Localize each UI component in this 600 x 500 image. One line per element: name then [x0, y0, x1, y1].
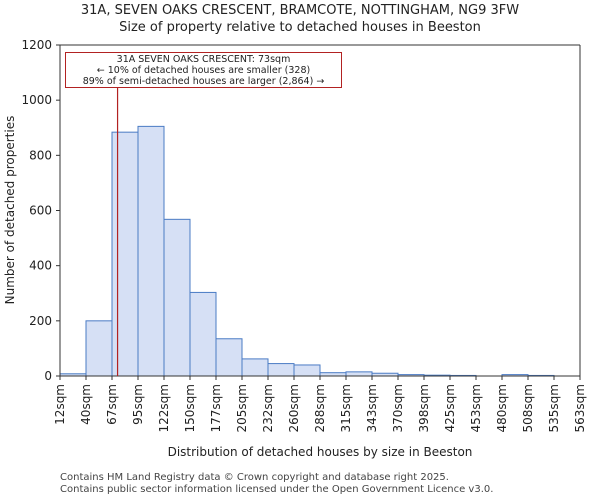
x-tick-label-95sqm: 95sqm: [131, 384, 145, 425]
chart-title: 31A, SEVEN OAKS CRESCENT, BRAMCOTE, NOTT…: [80, 3, 520, 18]
footer-line-1: Contains HM Land Registry data © Crown c…: [60, 472, 449, 483]
chart-subtitle: Size of property relative to detached ho…: [119, 20, 481, 35]
y-tick-label-600: 600: [29, 204, 52, 218]
x-tick-label-425sqm: 425sqm: [443, 384, 457, 432]
x-tick-label-150sqm: 150sqm: [183, 384, 197, 432]
bar-150sqm: [189, 291, 217, 377]
x-tick-label-370sqm: 370sqm: [391, 384, 405, 432]
x-tick-label-40sqm: 40sqm: [79, 384, 93, 425]
x-tick-label-67sqm: 67sqm: [105, 384, 119, 425]
x-tick-label-122sqm: 122sqm: [157, 384, 171, 432]
bar-95sqm: [137, 125, 165, 377]
x-tick-label-260sqm: 260sqm: [287, 384, 301, 432]
annotation-box: 31A SEVEN OAKS CRESCENT: 73sqm ← 10% of …: [65, 52, 342, 88]
y-tick-label-400: 400: [29, 259, 52, 273]
bar-67sqm: [111, 131, 139, 377]
x-tick-label-177sqm: 177sqm: [209, 384, 223, 432]
x-tick-label-535sqm: 535sqm: [547, 384, 561, 432]
x-tick-label-398sqm: 398sqm: [417, 384, 431, 432]
y-tick-label-1200: 1200: [21, 38, 52, 52]
x-tick-label-12sqm: 12sqm: [53, 384, 67, 425]
bar-177sqm: [215, 338, 243, 377]
bar-40sqm: [85, 320, 113, 377]
y-tick-label-800: 800: [29, 148, 52, 162]
annotation-line-3: 89% of semi-detached houses are larger (…: [82, 76, 325, 87]
bar-260sqm: [293, 364, 321, 377]
y-tick-label-0: 0: [44, 369, 52, 383]
x-axis-label: Distribution of detached houses by size …: [167, 445, 473, 459]
x-tick-label-315sqm: 315sqm: [339, 384, 353, 432]
x-tick-label-288sqm: 288sqm: [313, 384, 327, 432]
bar-122sqm: [163, 218, 191, 377]
footer-line-2: Contains public sector information licen…: [60, 484, 494, 495]
annotation-line-2: ← 10% of detached houses are smaller (32…: [96, 65, 311, 76]
y-tick-label-200: 200: [29, 314, 52, 328]
x-tick-label-453sqm: 453sqm: [469, 384, 483, 432]
x-tick-label-480sqm: 480sqm: [495, 384, 509, 432]
bar-205sqm: [241, 358, 269, 377]
y-axis-label: Number of detached properties: [3, 115, 17, 305]
x-tick-label-563sqm: 563sqm: [573, 384, 587, 432]
bar-315sqm: [345, 371, 373, 377]
x-tick-label-205sqm: 205sqm: [235, 384, 249, 432]
annotation-line-1: 31A SEVEN OAKS CRESCENT: 73sqm: [116, 54, 291, 65]
x-tick-label-232sqm: 232sqm: [261, 384, 275, 432]
x-tick-label-508sqm: 508sqm: [521, 384, 535, 432]
bar-232sqm: [267, 363, 295, 377]
y-tick-label-1000: 1000: [21, 93, 52, 107]
x-tick-label-343sqm: 343sqm: [365, 384, 379, 432]
